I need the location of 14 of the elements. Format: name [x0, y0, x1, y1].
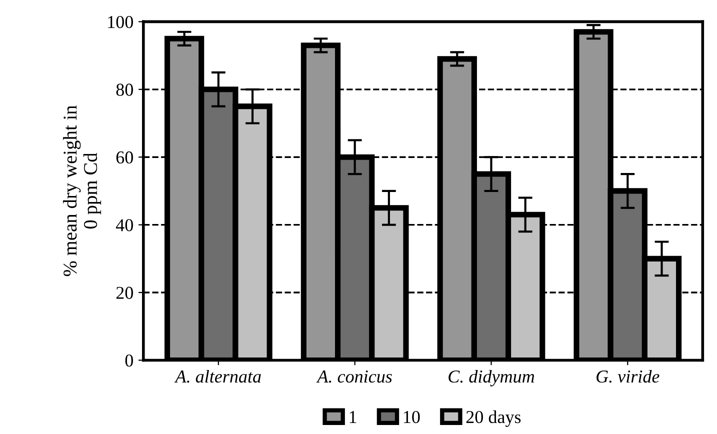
x-tick-label: A. conicus	[316, 370, 392, 383]
x-tick-label: G. viride	[596, 370, 660, 383]
legend-label: 20 days	[466, 410, 521, 427]
x-tick-label: A. alternata	[174, 370, 261, 383]
y-tick-label: 80	[116, 84, 133, 96]
y-tick-label: 20	[116, 286, 133, 299]
y-tick-label: 40	[116, 219, 133, 232]
y-tick-label: 60	[116, 151, 133, 164]
y-tick-label: 100	[108, 16, 133, 28]
y-axis-title: % mean dry weight in 0 ppm Cd	[63, 105, 102, 276]
y-tick-label: 0	[125, 354, 133, 367]
x-tick-label: C. didymum	[448, 370, 534, 386]
legend-label: 1	[350, 411, 356, 423]
legend-label: 10	[404, 410, 420, 424]
